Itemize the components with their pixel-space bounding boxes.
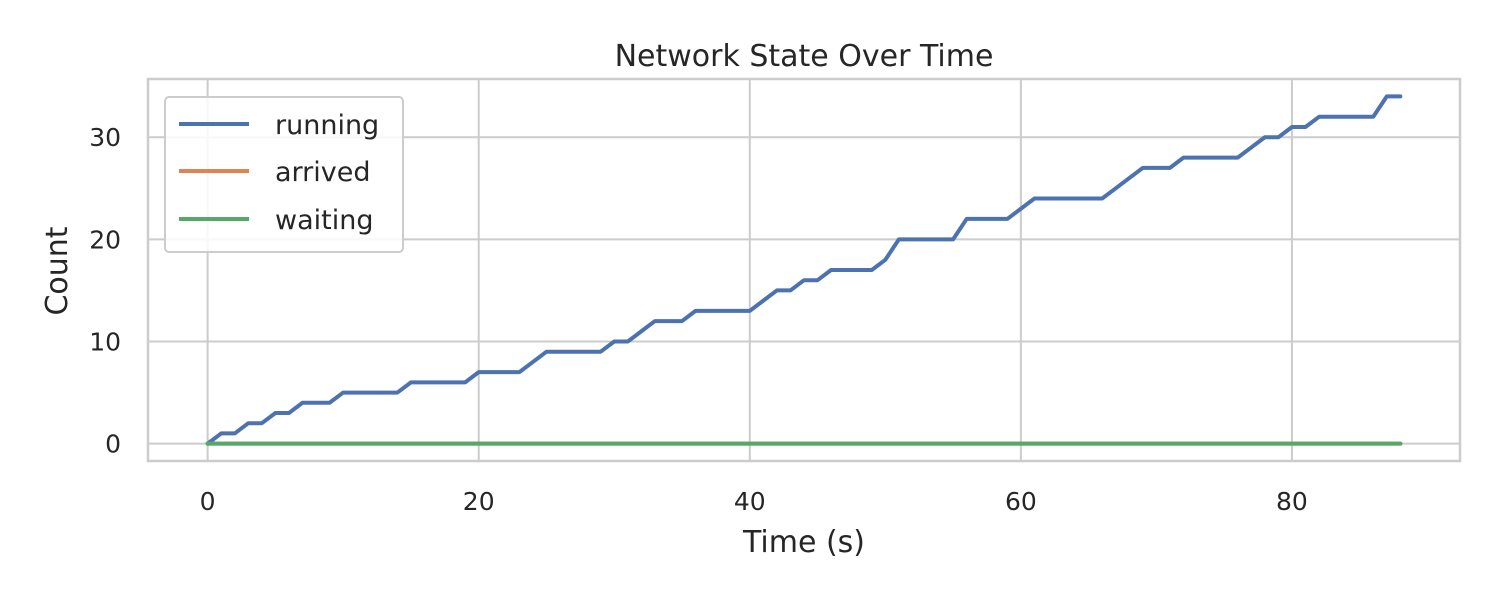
x-axis-ticks: 0 20 40 60 80 (200, 487, 1308, 516)
y-tick-label: 30 (89, 123, 121, 152)
x-tick-label: 60 (1005, 487, 1037, 516)
series-line-running (205, 94, 1403, 446)
series-lines (205, 94, 1403, 446)
x-tick-label: 80 (1276, 487, 1308, 516)
y-tick-label: 20 (89, 225, 121, 254)
legend-label-arrived: arrived (275, 157, 371, 188)
legend-label-waiting: waiting (275, 205, 373, 236)
chart-title: Network State Over Time (615, 39, 994, 74)
legend: running arrived waiting (164, 96, 404, 253)
legend-label-running: running (275, 110, 379, 141)
y-tick-label: 0 (105, 430, 121, 459)
legend-box (164, 96, 404, 253)
y-axis-label: Count (40, 226, 75, 315)
y-axis-ticks: 0 10 20 30 (89, 123, 121, 458)
y-tick-label: 10 (89, 327, 121, 356)
plot-frame (146, 77, 1462, 463)
x-tick-label: 20 (463, 487, 495, 516)
x-tick-label: 0 (200, 487, 216, 516)
x-tick-label: 40 (734, 487, 766, 516)
x-axis-label: Time (s) (742, 525, 865, 560)
